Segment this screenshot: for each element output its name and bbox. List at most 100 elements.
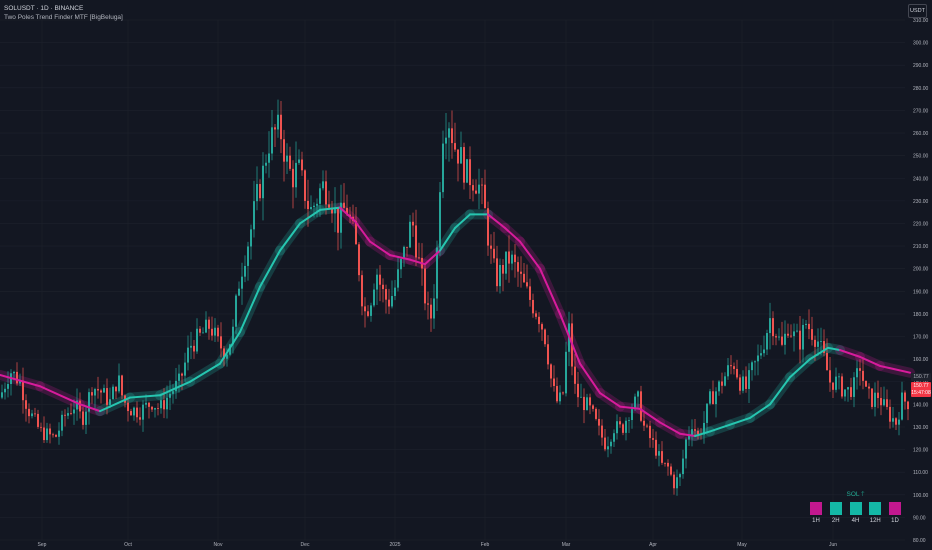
- candle-body: [94, 389, 96, 396]
- candle-body: [433, 298, 435, 319]
- candle-body: [343, 202, 345, 208]
- trend-line-segment: [599, 392, 621, 408]
- candle-body: [577, 383, 579, 398]
- candle-body: [586, 397, 588, 411]
- candle-body: [895, 418, 897, 425]
- candle-body: [559, 392, 561, 402]
- candle-body: [769, 318, 771, 334]
- candle-body: [748, 370, 750, 389]
- y-tick-label: 290.00: [913, 63, 929, 69]
- candle-body: [514, 254, 516, 263]
- candle-body: [250, 229, 252, 247]
- y-tick-label: 270.00: [913, 108, 929, 114]
- candle-body: [247, 246, 249, 266]
- candle-body: [712, 391, 714, 405]
- candle-body: [673, 474, 675, 489]
- candle-body: [892, 418, 894, 422]
- trend-line-segment: [39, 385, 81, 406]
- candle-body: [424, 268, 426, 304]
- candle-body: [490, 245, 492, 249]
- candle-body: [7, 384, 9, 389]
- x-tick-label: Apr: [649, 542, 657, 548]
- mtf-trend-swatch: [849, 502, 862, 515]
- candle-body: [574, 366, 576, 384]
- candle-body: [907, 401, 909, 410]
- currency-unit-badge[interactable]: USDT: [908, 4, 927, 18]
- candle-body: [244, 265, 246, 277]
- candle-body: [232, 326, 234, 345]
- candle-body: [379, 274, 381, 285]
- candle-body: [103, 388, 105, 393]
- y-tick-label: 160.00: [913, 357, 929, 363]
- candle-body: [334, 207, 336, 214]
- candle-body: [550, 364, 552, 379]
- candle-body: [640, 391, 642, 421]
- indicator-title[interactable]: Two Poles Trend Finder MTF [BigBeluga]: [4, 14, 123, 21]
- candle-body: [679, 474, 681, 478]
- candle-body: [871, 388, 873, 407]
- candle-body: [388, 299, 390, 307]
- candle-body: [361, 275, 363, 307]
- candle-body: [901, 392, 903, 420]
- candle-body: [397, 269, 399, 288]
- candle-body: [25, 400, 27, 409]
- candle-body: [106, 388, 108, 405]
- mtf-cell: 1D: [888, 502, 902, 524]
- mtf-trend-swatch: [810, 502, 822, 515]
- x-tick-label: Jun: [829, 542, 837, 548]
- candle-body: [169, 393, 171, 398]
- trend-line-segment: [189, 362, 221, 383]
- trend-line-segment: [504, 227, 521, 243]
- candle-body: [34, 413, 36, 415]
- candle-body: [592, 405, 594, 409]
- candle-body: [301, 159, 303, 171]
- candle-body: [31, 413, 33, 417]
- candle-body: [718, 381, 720, 392]
- candle-body: [613, 433, 615, 442]
- candle-body: [28, 408, 30, 417]
- candle-body: [859, 368, 861, 371]
- y-tick-label: 240.00: [913, 176, 929, 182]
- candle-body: [13, 371, 15, 374]
- candle-body: [730, 365, 732, 367]
- chart-legend: SOLUSDT · 1D · BINANCE Two Poles Trend F…: [4, 4, 123, 22]
- trend-line-segment: [559, 312, 581, 365]
- candle-body: [76, 400, 78, 410]
- candle-body: [37, 413, 39, 427]
- price-tag: 150.77: [911, 382, 931, 391]
- trend-line-segment: [239, 285, 261, 333]
- y-axis[interactable]: 310.00 300.00 290.00 280.00 270.00 260.00 250.…: [913, 18, 929, 544]
- candle-body: [217, 327, 219, 337]
- candle-body: [400, 259, 402, 270]
- y-tick-label: 120.00: [913, 448, 929, 454]
- candle-body: [553, 378, 555, 387]
- candle-body: [139, 417, 141, 420]
- candle-body: [304, 170, 306, 201]
- candle-body: [829, 370, 831, 383]
- candle-body: [811, 329, 813, 340]
- candle-body: [145, 402, 147, 405]
- trend-line-segment: [827, 346, 841, 352]
- mtf-trend-swatch: [829, 502, 842, 515]
- candle-body: [325, 181, 327, 205]
- candle-body: [406, 246, 408, 248]
- y-tick-label: 250.00: [913, 154, 929, 160]
- candle-body: [835, 376, 837, 390]
- candle-body: [715, 391, 717, 405]
- candle-body: [289, 155, 291, 169]
- candle-body: [598, 418, 600, 426]
- candle-body: [505, 251, 507, 274]
- trend-line-segment: [79, 403, 101, 413]
- candle-body: [280, 114, 282, 140]
- x-tick-label: 2025: [389, 542, 400, 548]
- candle-body: [79, 400, 81, 412]
- candle-body: [148, 402, 150, 407]
- candle-body: [181, 373, 183, 376]
- candle-body: [526, 282, 528, 287]
- mtf-cells: 1H 2H 4H 12H 1D: [803, 502, 908, 524]
- candle-body: [649, 425, 651, 439]
- candle-body: [658, 451, 660, 456]
- x-axis[interactable]: Sep Oct Nov Dec 2025 Feb Mar Apr May Jun: [38, 542, 838, 548]
- mtf-trend-swatch: [889, 502, 901, 515]
